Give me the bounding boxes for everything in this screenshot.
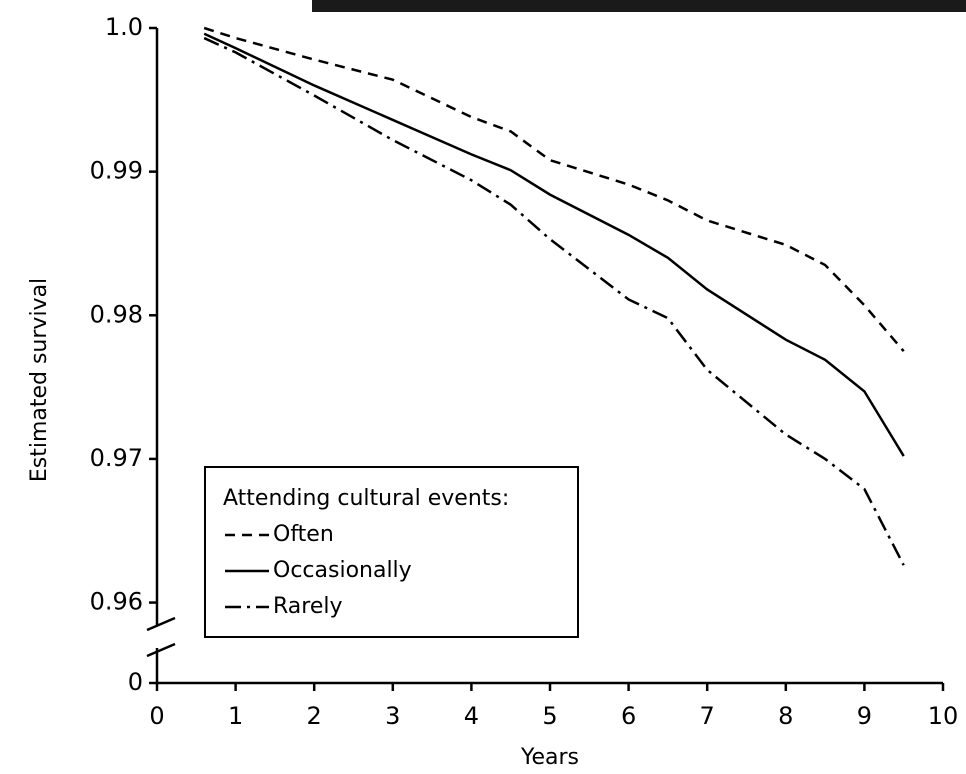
y-tick-label: 1.0 — [105, 13, 143, 41]
axis-break — [146, 642, 176, 658]
x-tick-label: 3 — [385, 702, 400, 730]
y-tick-label: 0.98 — [90, 300, 143, 328]
x-tick-label: 2 — [307, 702, 322, 730]
series-line — [203, 36, 905, 566]
x-tick-label: 9 — [857, 702, 872, 730]
legend-label: Often — [273, 522, 334, 547]
legend-label: Rarely — [273, 594, 343, 619]
y-tick-label: 0.96 — [90, 588, 143, 616]
y-tick-label: 0 — [128, 668, 143, 696]
legend-label: Occasionally — [273, 558, 412, 583]
y-axis-label: Estimated survival — [27, 278, 52, 482]
x-tick-label: 7 — [700, 702, 715, 730]
x-tick-label: 8 — [778, 702, 793, 730]
series-line — [203, 26, 905, 353]
y-tick-label: 0.97 — [90, 444, 143, 472]
x-axis-label: Years — [520, 745, 579, 770]
x-tick-label: 0 — [149, 702, 164, 730]
axis-break — [146, 616, 176, 632]
photo-strip — [312, 0, 966, 12]
series-line — [203, 32, 905, 457]
legend-box — [204, 466, 579, 638]
x-tick-label: 10 — [928, 702, 959, 730]
x-tick-label: 5 — [542, 702, 557, 730]
y-tick-label: 0.99 — [90, 157, 143, 185]
x-tick-label: 1 — [228, 702, 243, 730]
x-tick-label: 4 — [464, 702, 479, 730]
legend-title: Attending cultural events: — [223, 486, 509, 511]
x-tick-label: 6 — [621, 702, 636, 730]
